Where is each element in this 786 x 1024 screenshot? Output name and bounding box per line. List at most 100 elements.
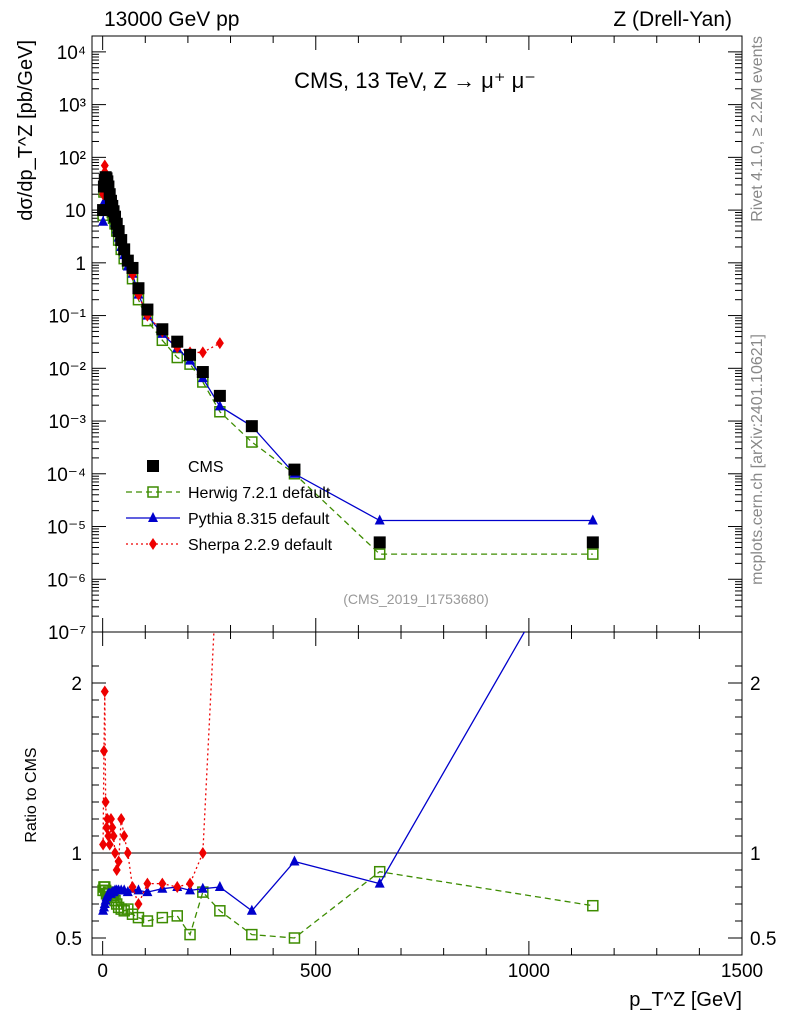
herwig-ratio-point [126,908,139,920]
herwig-ratio-point [373,865,386,878]
bottom-y-axis: 0.5 0.5 1 1 2 2 [56,665,776,950]
main-title: CMS, 13 TeV, Z → μ⁺ μ⁻ [294,68,536,93]
herwig-ratio-point [118,905,130,917]
cms-point [141,303,154,316]
cms-point [586,536,599,549]
legend-marker [149,538,157,550]
pythia-ratio-point [142,886,153,897]
y-tick-label: 10⁻³ [49,412,87,433]
sherpa-ratio-point [134,898,143,910]
cms-point [126,261,139,274]
y-tick-label: 10⁻⁴ [47,465,86,486]
herwig-ratio-point [132,911,145,924]
ratio-tick-label: 0.5 [56,929,82,950]
legend-marker [147,486,159,498]
sherpa-ratio-point [100,685,109,698]
top-y-axis: 10⁴ 10³ 10² 10 1 10⁻¹ 10⁻² 10⁻³ 10⁻⁴ 10⁻⁵ 10⁻⁶ 10⁻⁷ [47,43,742,644]
legend: CMS Herwig 7.2.1 default Pythia 8.315 defa… [126,459,333,554]
sherpa-ratio-point [101,796,110,808]
sherpa-ratio-point [111,847,120,859]
y-tick-label: 1 [75,254,86,275]
herwig-ratio-line [102,871,593,939]
cms-point [97,204,110,217]
legend-label: Sherpa 2.2.9 default [188,537,333,554]
herwig-point [373,548,386,560]
y-tick-label: 10⁻⁵ [47,518,86,539]
pythia-ratio-line [102,632,526,912]
sherpa-ratio-point [114,855,123,868]
header-right-label: Z (Drell-Yan) [613,8,732,31]
ratio-tick-label: 2 [71,674,82,695]
x-axis: 0 500 1000 1500 [97,36,763,982]
pythia-ratio-point [197,882,208,893]
ratio-tick-label-right: 2 [750,674,761,695]
herwig-ratio-point [246,928,258,941]
cms-point [184,348,197,361]
ratio-tick-label-right: 0.5 [750,929,776,950]
legend-label: CMS [188,459,224,476]
herwig-ratio-point [587,899,599,912]
y-tick-label: 10² [59,148,86,169]
x-tick-label: 0 [97,961,108,982]
cms-point [112,225,125,238]
sherpa-ratio-point [198,847,207,859]
analysis-id: (CMS_2019_I1753680) [343,591,489,607]
cms-point [115,234,128,247]
y-axis-title-bottom: Ratio to CMS [23,747,40,842]
cms-point [373,536,386,549]
pythia-ratio-point [214,881,225,891]
cms-point [196,366,209,379]
pythia-ratio-point [133,884,144,895]
cms-point [171,335,184,348]
sherpa-ratio-point [105,838,114,851]
sherpa-ratio-point [123,847,132,859]
sherpa-ratio-point [106,813,115,825]
sherpa-ratio-line [102,632,215,906]
pythia-ratio-point [246,904,257,915]
herwig-line [102,182,593,555]
y-tick-label: 10 [65,201,86,222]
legend-marker [148,512,158,522]
sherpa-ratio-point [99,745,108,757]
y-axis-title-top: dσ/dp_T^Z [pb/GeV] [15,40,37,221]
ratio-tick-label: 1 [71,844,82,865]
sherpa-ratio-point [108,821,117,834]
herwig-point [587,548,599,560]
y-tick-label: 10³ [59,96,86,117]
cms-point [156,323,169,336]
sherpa-ratio-point [128,881,137,893]
sherpa-point [215,337,224,350]
header-left-label: 13000 GeV pp [104,8,239,31]
x-tick-label: 1000 [508,961,550,982]
cms-point [132,282,145,295]
sherpa-point [198,346,207,359]
legend-label: Pythia 8.315 default [188,511,330,528]
herwig-ratio-point [214,905,226,917]
y-tick-label: 10⁻⁶ [47,570,86,591]
herwig-ratio-point [141,915,154,927]
herwig-ratio-point [156,911,169,924]
herwig-ratio-point [171,910,183,922]
sherpa-ratio-point [104,830,113,842]
legend-marker [147,460,159,472]
sherpa-point [100,159,109,172]
sherpa-ratio-point [186,877,195,890]
pythia-point [587,514,598,525]
y-tick-label: 10⁴ [57,43,86,64]
cms-point [118,243,131,256]
pythia-ratio-point [374,877,385,888]
y-tick-label: 10⁻² [49,359,87,380]
ratio-panel-series [97,632,599,944]
sherpa-ratio-point [158,877,167,890]
pythia-point [214,400,225,411]
herwig-ratio-point [288,932,301,944]
legend-label: Herwig 7.2.1 default [188,485,331,502]
y-tick-label: 10⁻¹ [49,307,87,328]
sherpa-ratio-point [173,881,182,893]
ratio-tick-label-right: 1 [750,844,761,865]
herwig-point [246,436,258,448]
cms-point [245,420,258,433]
x-axis-title: p_T^Z [GeV] [629,989,742,1011]
rivet-version-label: Rivet 4.1.0, ≥ 2.2M events [749,36,766,222]
pythia-point [374,514,385,525]
